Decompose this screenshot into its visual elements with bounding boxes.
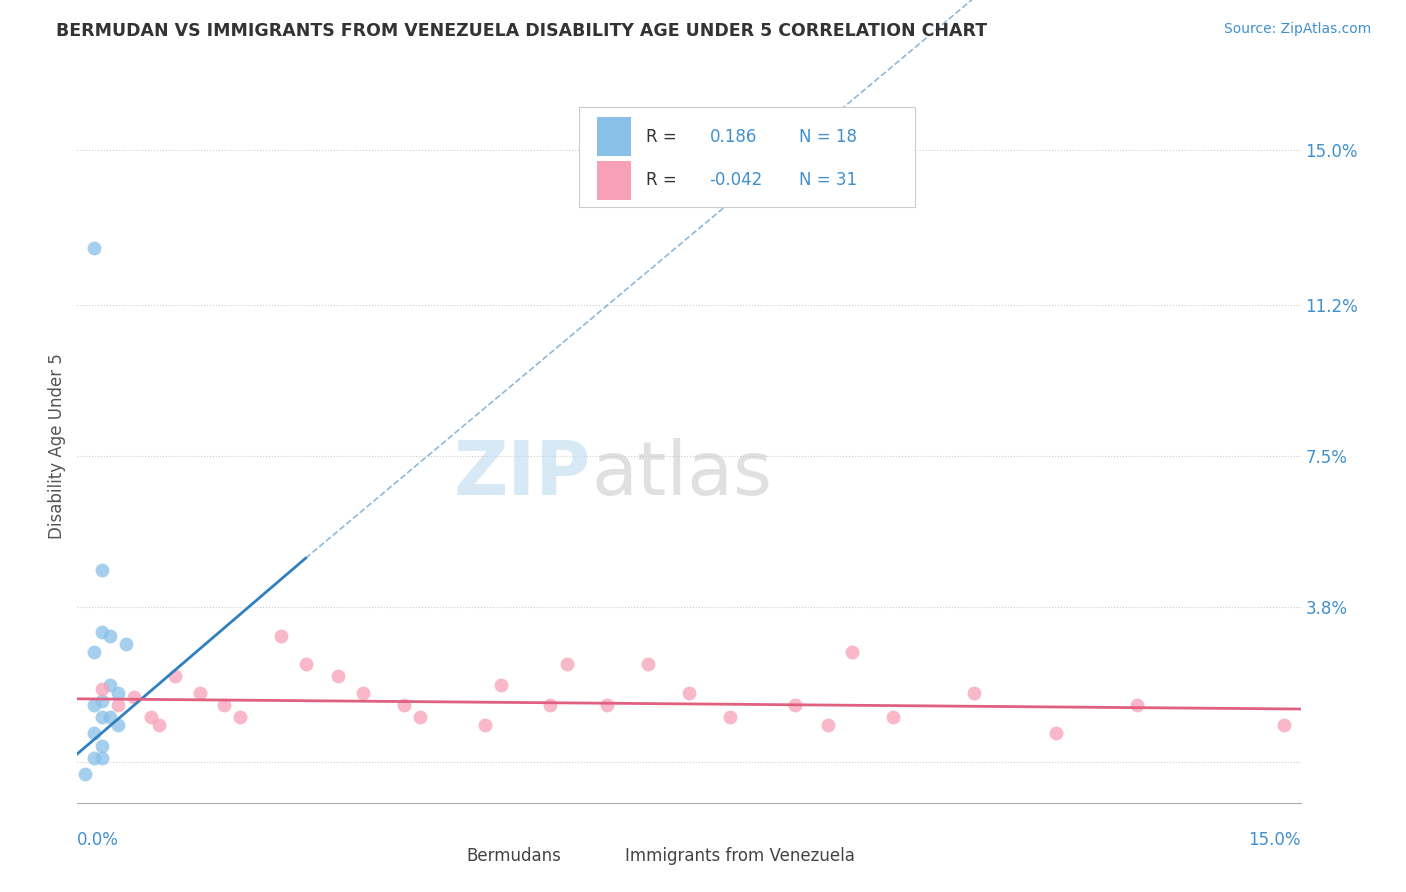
Point xyxy=(352,686,374,700)
Point xyxy=(637,657,659,672)
Text: ZIP: ZIP xyxy=(454,438,591,511)
Point xyxy=(83,241,105,255)
FancyBboxPatch shape xyxy=(579,107,915,207)
Text: Source: ZipAtlas.com: Source: ZipAtlas.com xyxy=(1223,22,1371,37)
Point xyxy=(75,767,97,781)
Point xyxy=(409,710,432,724)
Point xyxy=(474,718,496,732)
Point xyxy=(90,624,112,639)
Point xyxy=(90,694,112,708)
Point xyxy=(98,629,121,643)
Point xyxy=(90,751,112,765)
Point xyxy=(963,686,986,700)
Point xyxy=(83,751,105,765)
Text: N = 18: N = 18 xyxy=(799,128,858,145)
Point xyxy=(83,645,105,659)
Text: N = 31: N = 31 xyxy=(799,171,858,189)
Point xyxy=(212,698,235,712)
Text: R =: R = xyxy=(647,128,682,145)
Point xyxy=(294,657,316,672)
Point xyxy=(538,698,561,712)
Text: -0.042: -0.042 xyxy=(710,171,763,189)
Point xyxy=(90,739,112,753)
Point xyxy=(107,698,129,712)
Text: 0.0%: 0.0% xyxy=(77,831,120,849)
Point xyxy=(148,718,170,732)
FancyBboxPatch shape xyxy=(598,161,631,200)
Y-axis label: Disability Age Under 5: Disability Age Under 5 xyxy=(48,353,66,539)
Text: BERMUDAN VS IMMIGRANTS FROM VENEZUELA DISABILITY AGE UNDER 5 CORRELATION CHART: BERMUDAN VS IMMIGRANTS FROM VENEZUELA DI… xyxy=(56,22,987,40)
Point xyxy=(555,657,578,672)
Point xyxy=(90,681,112,696)
Point xyxy=(139,710,162,724)
Point xyxy=(1045,726,1067,740)
FancyBboxPatch shape xyxy=(426,844,457,869)
Point xyxy=(90,710,112,724)
FancyBboxPatch shape xyxy=(585,844,616,869)
Point xyxy=(596,698,619,712)
Text: Bermudans: Bermudans xyxy=(467,847,561,865)
Text: 15.0%: 15.0% xyxy=(1249,831,1301,849)
Point xyxy=(98,710,121,724)
Point xyxy=(270,629,292,643)
FancyBboxPatch shape xyxy=(598,117,631,156)
Point xyxy=(783,698,806,712)
Point xyxy=(678,686,700,700)
Point xyxy=(328,669,350,683)
Point xyxy=(188,686,211,700)
Text: 0.186: 0.186 xyxy=(710,128,756,145)
Point xyxy=(107,718,129,732)
Point xyxy=(83,698,105,712)
Text: R =: R = xyxy=(647,171,682,189)
Point xyxy=(165,669,187,683)
Point xyxy=(718,710,741,724)
Point xyxy=(1272,718,1295,732)
Point xyxy=(491,677,513,691)
Point xyxy=(882,710,904,724)
Text: atlas: atlas xyxy=(591,438,772,511)
Point xyxy=(817,718,839,732)
Point xyxy=(90,563,112,577)
Point xyxy=(83,726,105,740)
Point xyxy=(98,677,121,691)
Point xyxy=(107,686,129,700)
Point xyxy=(392,698,415,712)
Point xyxy=(1126,698,1149,712)
Point xyxy=(229,710,252,724)
Point xyxy=(841,645,863,659)
Text: Immigrants from Venezuela: Immigrants from Venezuela xyxy=(626,847,855,865)
Point xyxy=(115,637,138,651)
Point xyxy=(124,690,146,704)
